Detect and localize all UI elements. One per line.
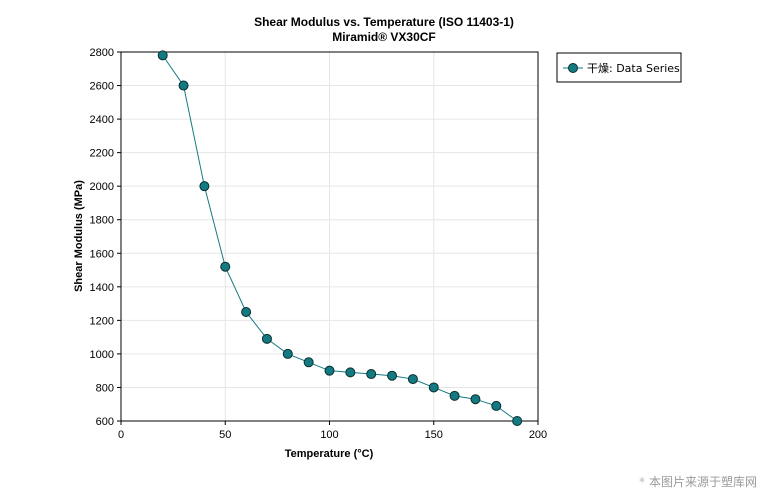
data-point [157,50,168,61]
legend-box [556,52,682,83]
y-tick-label: 800 [96,382,114,394]
plot-grid [120,51,539,422]
data-point [491,400,502,411]
y-tick-label: 1800 [90,215,114,227]
x-tick-label: 100 [320,429,338,441]
data-point [324,365,335,376]
y-tick-label: 2000 [90,181,114,193]
watermark-star: * [638,475,645,489]
y-tick-label: 2600 [90,81,114,93]
data-point [470,394,481,405]
x-tick-label: 150 [425,429,443,441]
data-point [220,261,231,272]
y-axis-label: Shear Modulus (MPa) [73,180,85,292]
chart-title: Shear Modulus vs. Temperature (ISO 11403… [254,15,514,29]
data-point [199,181,210,192]
data-point [241,306,252,317]
x-tick-label: 0 [118,429,124,441]
data-point [366,369,377,380]
data-point [387,370,398,381]
y-tick-label: 1000 [90,349,114,361]
y-tick-label: 2800 [90,47,114,59]
legend: 干燥: Data Series [556,52,682,83]
x-tick-label: 50 [219,429,231,441]
data-point [303,357,314,368]
data-point [261,333,272,344]
watermark: * 本图片来源于塑库网 [639,473,757,490]
data-point [449,390,460,401]
legend-marker-swatch [568,63,578,73]
x-ticks: 0 50 100 150 200 [118,421,547,441]
data-point [407,374,418,385]
y-ticks: 600 800 1000 1200 1400 1600 1800 2000 2200 2400 26… [90,47,121,428]
x-tick-label: 200 [529,429,547,441]
y-tick-label: 2200 [90,148,114,160]
series-line [162,55,518,422]
data-point [512,416,523,426]
y-tick-label: 600 [96,416,114,428]
y-tick-label: 1200 [90,315,114,327]
x-axis-label: Temperature (°C) [285,448,374,460]
data-series [157,50,523,426]
data-point [282,348,293,359]
data-point [345,367,356,378]
y-tick-label: 2400 [90,114,114,126]
legend-entry-label: 干燥: Data Series [587,62,680,75]
data-point [428,382,439,393]
watermark-text: 本图片来源于塑库网 [648,475,757,489]
data-point [178,80,189,91]
y-tick-label: 1600 [90,248,114,260]
chart-subtitle: Miramid® VX30CF [332,30,436,44]
y-tick-label: 1400 [90,282,114,294]
